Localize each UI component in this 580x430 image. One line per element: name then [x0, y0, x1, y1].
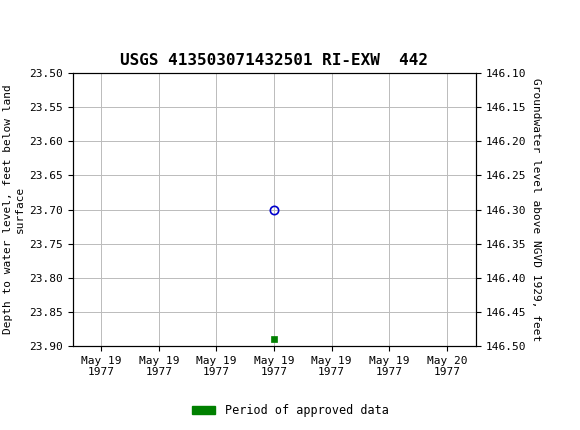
Y-axis label: Groundwater level above NGVD 1929, feet: Groundwater level above NGVD 1929, feet [531, 78, 541, 341]
Y-axis label: Depth to water level, feet below land
surface: Depth to water level, feet below land su… [3, 85, 25, 335]
Title: USGS 413503071432501 RI-EXW  442: USGS 413503071432501 RI-EXW 442 [120, 53, 428, 68]
Text: USGS: USGS [46, 14, 106, 33]
Legend: Period of approved data: Period of approved data [187, 399, 393, 422]
